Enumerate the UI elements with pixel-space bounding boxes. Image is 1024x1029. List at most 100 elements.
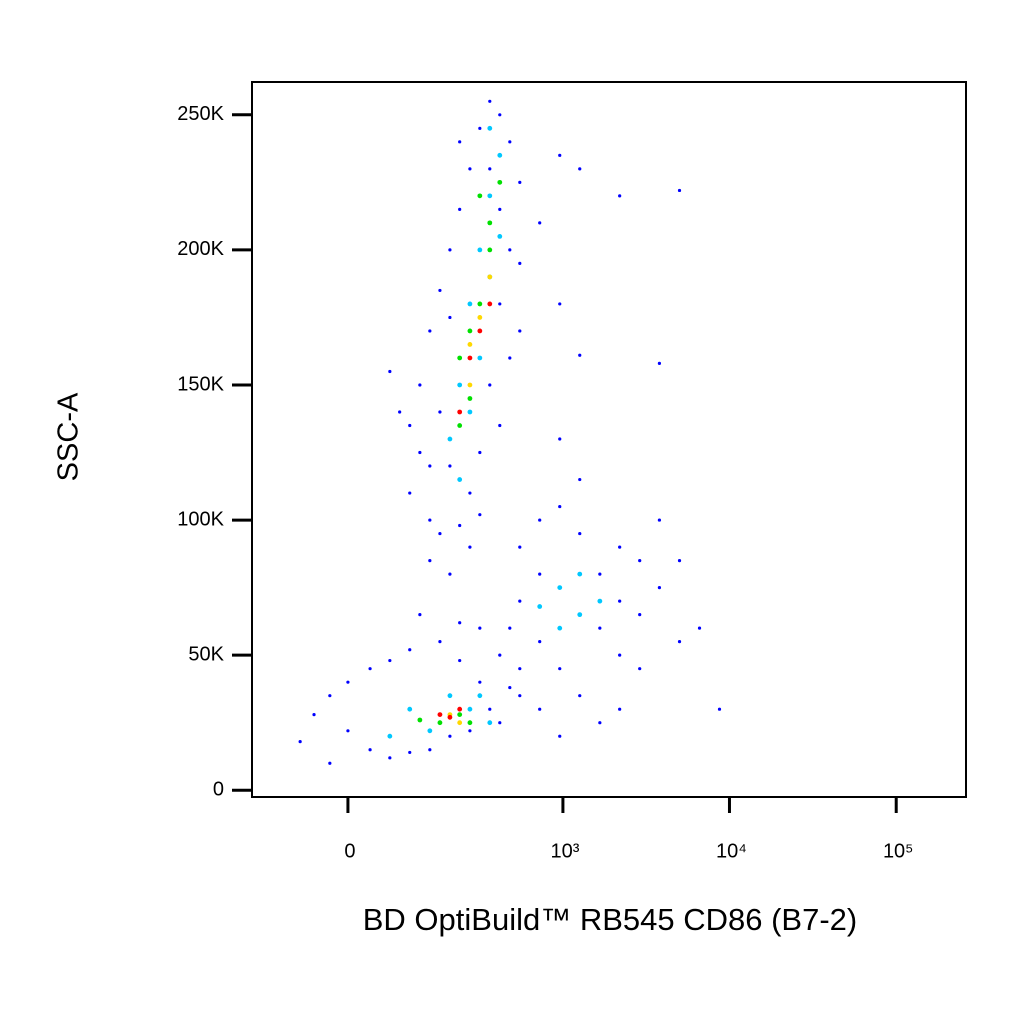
scatter-point [487, 247, 493, 253]
scatter-point [488, 99, 492, 103]
scatter-point [467, 720, 473, 726]
scatter-point [558, 667, 562, 671]
scatter-point [387, 733, 393, 739]
scatter-point [438, 640, 442, 644]
scatter-point [497, 152, 503, 158]
scatter-point [518, 261, 522, 266]
scatter-point [697, 626, 702, 630]
y-tick-label: 0 [213, 779, 224, 801]
scatter-point [368, 748, 372, 752]
scatter-point [467, 342, 473, 347]
scatter-point [487, 274, 493, 280]
scatter-point [438, 531, 442, 536]
scatter-point [428, 464, 432, 468]
scatter-point [537, 604, 543, 609]
scatter-point [457, 477, 463, 482]
scatter-point [427, 728, 433, 734]
scatter-point [467, 396, 473, 401]
scatter-point [508, 248, 512, 252]
scatter-point [468, 545, 472, 549]
scatter-point [328, 694, 332, 698]
scatter-point [598, 626, 602, 630]
scatter-point [558, 437, 562, 441]
scatter-point [618, 545, 622, 549]
scatter-point [457, 720, 463, 726]
scatter-point [457, 706, 463, 712]
scatter-point [478, 680, 482, 684]
scatter-point [477, 328, 483, 334]
scatter-point [578, 531, 582, 536]
scatter-point [558, 153, 562, 157]
scatter-point [557, 625, 563, 631]
scatter-point [578, 694, 582, 698]
scatter-point [598, 721, 602, 725]
scatter-point [638, 558, 642, 563]
scatter-point [398, 410, 402, 414]
scatter-point [368, 667, 372, 671]
scatter-point [477, 315, 483, 320]
scatter-point [657, 361, 662, 365]
scatter-point [538, 707, 542, 711]
scatter-point [598, 572, 602, 576]
scatter-point [298, 740, 302, 744]
scatter-point [538, 221, 542, 225]
scatter-point [458, 658, 462, 663]
scatter-point [458, 621, 462, 625]
scatter-point [657, 518, 662, 522]
scatter-point [498, 653, 502, 657]
scatter-point [638, 667, 642, 671]
y-axis-label: SSC-A [53, 392, 85, 481]
scatter-point [478, 126, 482, 130]
scatter-point [577, 571, 583, 577]
scatter-point [558, 734, 562, 738]
scatter-point [487, 125, 493, 131]
scatter-point [677, 640, 682, 644]
scatter-point [457, 382, 463, 388]
scatter-point [457, 712, 463, 717]
scatter-point [518, 694, 522, 698]
scatter-point [457, 409, 463, 415]
scatter-point [487, 720, 493, 726]
y-tick-label: 200K [177, 238, 224, 260]
scatter-point [457, 423, 463, 428]
scatter-point [408, 423, 412, 428]
scatter-point [508, 685, 512, 690]
scatter-point [448, 464, 452, 468]
scatter-point [418, 613, 422, 617]
x-tick-label: 0 [344, 840, 355, 862]
scatter-point [618, 653, 622, 657]
scatter-point [418, 450, 422, 455]
scatter-point [508, 356, 512, 360]
scatter-point [538, 572, 542, 576]
scatter-point [518, 545, 522, 549]
scatter-point [467, 409, 473, 415]
scatter-point [558, 302, 562, 306]
scatter-point [437, 712, 443, 717]
scatter-point [428, 329, 432, 333]
scatter-point [478, 450, 482, 455]
scatter-point [467, 355, 473, 361]
scatter-point [477, 193, 483, 199]
scatter-point [468, 491, 472, 495]
scatter-point [498, 423, 502, 428]
scatter-point [447, 693, 453, 699]
scatter-point [717, 707, 722, 711]
scatter-point [497, 179, 503, 185]
scatter-point [467, 382, 473, 388]
scatter-point [488, 707, 492, 711]
scatter-point [438, 410, 442, 414]
scatter-point [518, 599, 522, 603]
scatter-point [448, 315, 452, 320]
scatter-point [388, 658, 392, 663]
scatter-point [618, 599, 622, 603]
scatter-point [578, 477, 582, 482]
x-tick-label: 10⁴ [716, 840, 747, 862]
scatter-point [408, 750, 412, 755]
scatter-point [677, 188, 682, 193]
scatter-point [388, 369, 392, 374]
scatter-point [538, 518, 542, 522]
scatter-point [312, 712, 316, 717]
scatter-point [467, 328, 473, 334]
scatter-point [508, 626, 512, 630]
